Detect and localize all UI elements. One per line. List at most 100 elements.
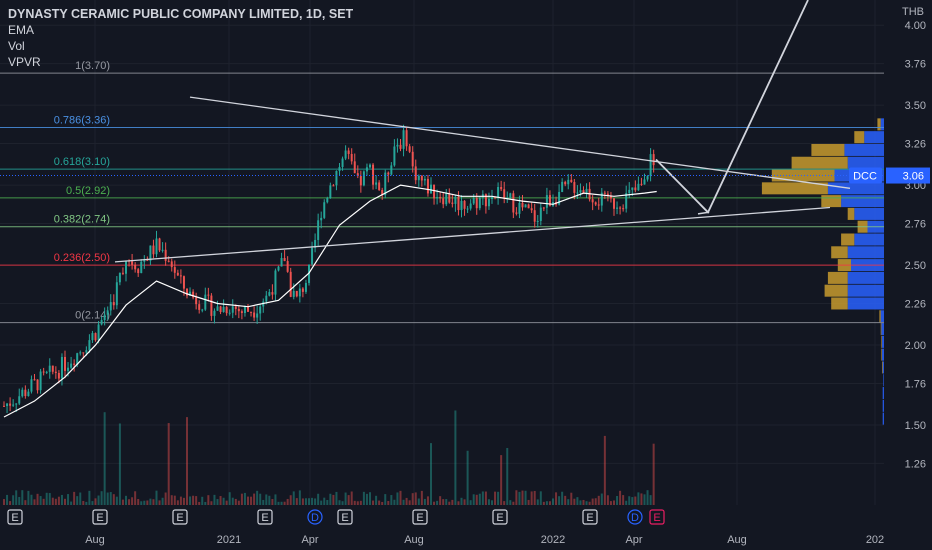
volume-bar bbox=[3, 499, 5, 505]
earnings-marker bbox=[492, 509, 508, 525]
candle-body bbox=[503, 189, 506, 198]
volume-bar bbox=[475, 494, 478, 505]
candle-body bbox=[356, 173, 359, 176]
indicator-ema[interactable]: EMA bbox=[8, 23, 35, 37]
volume-bar bbox=[82, 500, 85, 505]
volume-bar bbox=[332, 494, 335, 505]
volume-bar bbox=[619, 490, 622, 505]
volume-bar bbox=[454, 410, 457, 505]
volume-bar bbox=[36, 493, 39, 505]
volume-bar bbox=[555, 492, 558, 505]
volume-bar bbox=[558, 496, 561, 505]
price-axis-bg bbox=[884, 0, 932, 550]
candle-body bbox=[42, 371, 45, 373]
vp-bar-up bbox=[881, 348, 883, 361]
volume-bar bbox=[387, 501, 390, 505]
price-tick-label: 2.50 bbox=[905, 260, 926, 272]
volume-bar bbox=[173, 495, 176, 505]
volume-bar bbox=[545, 501, 548, 505]
volume-bar bbox=[530, 491, 533, 505]
volume-bar bbox=[115, 496, 118, 505]
candle-body bbox=[271, 292, 274, 295]
volume-bar bbox=[411, 493, 414, 505]
candle-body bbox=[567, 179, 570, 185]
candle-body bbox=[323, 202, 326, 218]
candle-body bbox=[381, 189, 384, 196]
candle-body bbox=[347, 150, 350, 154]
candle-body bbox=[420, 175, 423, 181]
candle-body bbox=[478, 197, 481, 209]
candle-body bbox=[542, 207, 545, 209]
candle-body bbox=[94, 333, 97, 341]
time-tick-label: 202 bbox=[866, 534, 884, 546]
volume-bar bbox=[643, 494, 646, 505]
volume-bar bbox=[54, 498, 57, 505]
candle-body bbox=[396, 144, 399, 147]
candle-body bbox=[237, 308, 240, 312]
candle-body bbox=[265, 295, 268, 302]
symbol-title[interactable]: DYNASTY CERAMIC PUBLIC COMPANY LIMITED, … bbox=[8, 7, 354, 21]
candle-body bbox=[365, 167, 368, 172]
vp-bar-down bbox=[841, 195, 884, 208]
volume-bar bbox=[390, 495, 393, 505]
volume-bar bbox=[594, 498, 597, 505]
vp-bar-up bbox=[821, 195, 842, 208]
volume-bar bbox=[247, 496, 249, 505]
volume-bar bbox=[277, 501, 280, 505]
volume-bar bbox=[344, 492, 347, 505]
trendline-upper bbox=[189, 96, 851, 189]
event-marker-label: E bbox=[653, 512, 660, 524]
candle-body bbox=[39, 371, 42, 391]
earnings-marker bbox=[582, 509, 598, 525]
volume-bar bbox=[463, 499, 466, 505]
candle-body bbox=[487, 198, 490, 207]
vp-bar-down bbox=[882, 361, 884, 374]
volume-bar bbox=[320, 500, 323, 505]
vp-bar-up bbox=[854, 131, 865, 144]
volume-bar bbox=[57, 496, 60, 505]
volume-bar bbox=[356, 501, 359, 505]
trend-drawings[interactable] bbox=[114, 0, 851, 263]
candle-body bbox=[338, 166, 341, 171]
fibonacci-levels: 1(3.70) 0.786(3.36) 0.618(3.10) 0.5(2.92) 0.… bbox=[0, 60, 884, 324]
fib-label: 0.236(2.50) bbox=[54, 252, 110, 264]
candle-body bbox=[33, 379, 36, 381]
indicator-vol[interactable]: Vol bbox=[8, 39, 25, 53]
volume-bar bbox=[500, 455, 503, 505]
candle-body bbox=[21, 389, 24, 397]
volume-bar bbox=[33, 499, 36, 505]
volume-bar bbox=[204, 501, 207, 505]
time-axis[interactable]: Aug 2021 Apr Aug 2022 Apr Aug 202 bbox=[0, 527, 932, 550]
volume-bar bbox=[231, 497, 234, 505]
volume-bar bbox=[143, 500, 146, 505]
candle-body bbox=[545, 195, 548, 208]
price-tick-label: 4.00 bbox=[905, 20, 926, 32]
volume-bar bbox=[268, 495, 271, 505]
volume-bar bbox=[176, 500, 179, 505]
candle-body bbox=[393, 146, 396, 166]
candle-body bbox=[472, 198, 475, 204]
candle-body bbox=[27, 391, 30, 397]
volume-bar bbox=[262, 499, 265, 505]
price-tick-label: 3.76 bbox=[905, 59, 926, 71]
earnings-marker bbox=[257, 509, 273, 525]
volume-bar bbox=[79, 492, 82, 505]
price-tick-label: 2.00 bbox=[905, 340, 926, 352]
volume-bar bbox=[311, 497, 314, 505]
volume-bar bbox=[134, 491, 137, 505]
candle-body bbox=[240, 311, 243, 314]
indicator-vpvr[interactable]: VPVR bbox=[8, 55, 41, 69]
price-tick-label: 2.26 bbox=[905, 298, 926, 310]
candle-body bbox=[603, 192, 606, 194]
event-marker-label: E bbox=[341, 512, 348, 524]
ema-path bbox=[3, 184, 657, 418]
time-tick-label: Aug bbox=[85, 534, 105, 546]
candle-body bbox=[192, 291, 195, 298]
volume-bar bbox=[512, 501, 515, 505]
candle-body bbox=[57, 372, 60, 379]
event-marker-label: D bbox=[631, 512, 639, 524]
